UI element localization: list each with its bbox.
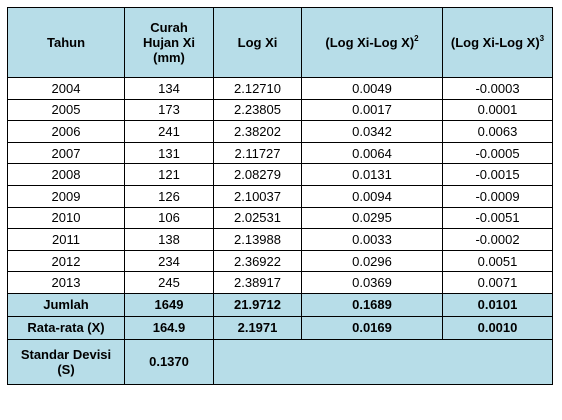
cell-cubed: 0.0071 xyxy=(442,271,553,294)
cell-cubed: 0.0051 xyxy=(442,249,553,273)
cell-tahun: 2008 xyxy=(7,163,125,186)
header-curah-line2: Hujan Xi xyxy=(142,35,195,50)
header-row: Tahun Curah Hujan Xi (mm) Log Xi (Log Xi… xyxy=(7,7,553,78)
cell-tahun: 2010 xyxy=(7,206,125,230)
cell-curah: 131 xyxy=(124,141,214,165)
cell-squared: 0.0017 xyxy=(301,98,443,122)
cell-tahun: 2011 xyxy=(7,228,125,251)
jumlah-row: Jumlah 1649 21.9712 0.1689 0.0101 xyxy=(7,292,553,317)
jumlah-curah: 1649 xyxy=(124,292,214,317)
rata-rata-log-xi: 2.1971 xyxy=(213,315,302,340)
rata-rata-cubed: 0.0010 xyxy=(442,315,553,340)
cell-log-xi: 2.08279 xyxy=(213,163,302,186)
cell-squared: 0.0131 xyxy=(301,163,443,186)
rata-rata-label: Rata-rata (X) xyxy=(7,315,125,340)
header-cubed-exponent: 3 xyxy=(539,34,545,43)
cell-squared: 0.0369 xyxy=(301,271,443,294)
header-curah-hujan: Curah Hujan Xi (mm) xyxy=(124,7,214,78)
cell-curah: 126 xyxy=(124,184,214,208)
cell-tahun: 2005 xyxy=(7,98,125,122)
cell-cubed: -0.0051 xyxy=(442,206,553,230)
cell-tahun: 2004 xyxy=(7,77,125,100)
table-row: 2005 173 2.23805 0.0017 0.0001 xyxy=(7,98,553,122)
header-tahun: Tahun xyxy=(7,7,125,78)
header-curah-line1: Curah xyxy=(150,20,188,35)
cell-squared: 0.0295 xyxy=(301,206,443,230)
cell-curah: 241 xyxy=(124,120,214,143)
table-row: 2013 245 2.38917 0.0369 0.0071 xyxy=(7,271,553,294)
standar-devisi-row: Standar Devisi (S) 0.1370 xyxy=(7,338,553,385)
cell-squared: 0.0033 xyxy=(301,228,443,251)
cell-squared: 0.0296 xyxy=(301,249,443,273)
cell-cubed: -0.0009 xyxy=(442,184,553,208)
cell-curah: 245 xyxy=(124,271,214,294)
header-cubed-base: (Log Xi-Log X) xyxy=(450,35,540,50)
header-squared-exponent: 2 xyxy=(414,34,419,43)
cell-squared: 0.0342 xyxy=(301,120,443,143)
header-cubed-deviation: (Log Xi-Log X)3 xyxy=(442,7,553,78)
table-row: 2009 126 2.10037 0.0094 -0.0009 xyxy=(7,184,553,208)
jumlah-squared: 0.1689 xyxy=(301,292,443,317)
cell-tahun: 2009 xyxy=(7,184,125,208)
standar-devisi-label: Standar Devisi (S) xyxy=(7,338,125,385)
jumlah-label: Jumlah xyxy=(7,292,125,317)
cell-squared: 0.0094 xyxy=(301,184,443,208)
cell-log-xi: 2.13988 xyxy=(213,228,302,251)
table-row: 2011 138 2.13988 0.0033 -0.0002 xyxy=(7,228,553,251)
jumlah-log-xi: 21.9712 xyxy=(213,292,302,317)
cell-tahun: 2013 xyxy=(7,271,125,294)
cell-tahun: 2012 xyxy=(7,249,125,273)
header-curah-line3: (mm) xyxy=(153,50,185,65)
cell-log-xi: 2.02531 xyxy=(213,206,302,230)
cell-tahun: 2007 xyxy=(7,141,125,165)
cell-cubed: -0.0002 xyxy=(442,228,553,251)
cell-log-xi: 2.12710 xyxy=(213,77,302,100)
cell-curah: 138 xyxy=(124,228,214,251)
header-squared-base: (Log Xi-Log X) xyxy=(325,35,415,50)
cell-curah: 106 xyxy=(124,206,214,230)
cell-cubed: 0.0063 xyxy=(442,120,553,143)
cell-curah: 121 xyxy=(124,163,214,186)
table-row: 2008 121 2.08279 0.0131 -0.0015 xyxy=(7,163,553,186)
cell-log-xi: 2.36922 xyxy=(213,249,302,273)
rata-rata-curah: 164.9 xyxy=(124,315,214,340)
cell-log-xi: 2.23805 xyxy=(213,98,302,122)
jumlah-cubed: 0.0101 xyxy=(442,292,553,317)
table-row: 2006 241 2.38202 0.0342 0.0063 xyxy=(7,120,553,143)
cell-log-xi: 2.10037 xyxy=(213,184,302,208)
header-log-xi: Log Xi xyxy=(213,7,302,78)
cell-log-xi: 2.11727 xyxy=(213,141,302,165)
table-row: 2012 234 2.36922 0.0296 0.0051 xyxy=(7,249,553,273)
rainfall-table: Tahun Curah Hujan Xi (mm) Log Xi (Log Xi… xyxy=(7,7,553,385)
standar-devisi-value: 0.1370 xyxy=(124,338,214,385)
cell-curah: 134 xyxy=(124,77,214,100)
standar-devisi-label-line2: (S) xyxy=(57,361,75,377)
rata-rata-squared: 0.0169 xyxy=(301,315,443,340)
table-row: 2004 134 2.12710 0.0049 -0.0003 xyxy=(7,77,553,100)
standar-devisi-empty-cell xyxy=(213,338,553,385)
table-row: 2010 106 2.02531 0.0295 -0.0051 xyxy=(7,206,553,230)
cell-cubed: -0.0015 xyxy=(442,163,553,186)
rata-rata-row: Rata-rata (X) 164.9 2.1971 0.0169 0.0010 xyxy=(7,315,553,340)
standar-devisi-label-line1: Standar Devisi xyxy=(20,346,112,362)
cell-curah: 234 xyxy=(124,249,214,273)
cell-log-xi: 2.38917 xyxy=(213,271,302,294)
cell-cubed: -0.0005 xyxy=(442,141,553,165)
header-squared-deviation: (Log Xi-Log X)2 xyxy=(301,7,443,78)
cell-cubed: 0.0001 xyxy=(442,98,553,122)
cell-cubed: -0.0003 xyxy=(442,77,553,100)
cell-tahun: 2006 xyxy=(7,120,125,143)
cell-squared: 0.0049 xyxy=(301,77,443,100)
cell-log-xi: 2.38202 xyxy=(213,120,302,143)
cell-curah: 173 xyxy=(124,98,214,122)
table-row: 2007 131 2.11727 0.0064 -0.0005 xyxy=(7,141,553,165)
cell-squared: 0.0064 xyxy=(301,141,443,165)
